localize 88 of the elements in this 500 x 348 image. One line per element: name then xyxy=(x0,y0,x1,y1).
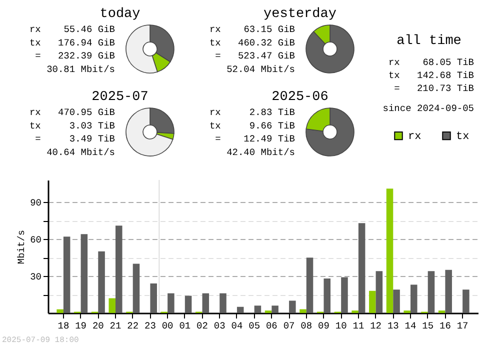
text: tx 176.94 GiB xyxy=(29,37,116,48)
bar xyxy=(168,293,174,313)
x-tick-label: 13 xyxy=(387,320,400,332)
x-tick-label: 14 xyxy=(404,320,416,332)
y-tick-label: 60 xyxy=(30,234,42,246)
y-tick-label: 90 xyxy=(30,198,42,209)
chart-title: today xyxy=(100,7,140,22)
text: tx 9.66 TiB xyxy=(209,120,296,132)
bar xyxy=(116,226,122,313)
bar xyxy=(272,306,278,313)
text: rx 2.83 TiB xyxy=(209,107,296,118)
text: 30.81 Mbit/s xyxy=(46,64,115,75)
text: 40.64 Mbit/s xyxy=(46,146,115,158)
bar xyxy=(358,223,366,313)
x-tick-label: 00 xyxy=(162,320,174,332)
donut-slice xyxy=(306,24,354,74)
bar xyxy=(254,306,262,313)
legend-label: tx xyxy=(456,130,470,143)
bar xyxy=(341,277,348,313)
legend-label: rx xyxy=(408,130,422,143)
text: tx 142.68 TiB xyxy=(388,70,474,81)
text: = 12.49 TiB xyxy=(215,134,296,145)
text: rx 63.15 GiB xyxy=(209,24,296,35)
chart-title: yesterday xyxy=(264,7,336,22)
bar xyxy=(386,188,394,313)
x-tick-label: 10 xyxy=(335,320,348,332)
y-tick-label: 30 xyxy=(30,272,42,283)
text: = 3.49 TiB xyxy=(35,134,116,145)
x-tick-label: 17 xyxy=(456,320,468,332)
text: all time xyxy=(396,34,462,49)
bar xyxy=(80,234,88,313)
bar xyxy=(410,284,418,313)
bar xyxy=(306,258,314,313)
bar xyxy=(184,296,192,313)
bar xyxy=(150,283,157,313)
text: tx 460.32 GiB xyxy=(209,37,296,48)
x-tick-label: 12 xyxy=(370,320,382,332)
text: = 523.47 GiB xyxy=(215,50,296,62)
text: 52.04 Mbit/s xyxy=(226,64,295,75)
chart-title: 2025-07 xyxy=(92,90,148,105)
x-tick-label: 03 xyxy=(214,320,226,332)
bar xyxy=(132,264,140,313)
text: rx 68.05 TiB xyxy=(388,57,474,68)
x-tick-label: 05 xyxy=(248,320,260,332)
bar xyxy=(202,293,210,313)
x-tick-label: 01 xyxy=(179,320,191,332)
x-tick-label: 23 xyxy=(144,320,156,332)
x-tick-label: 22 xyxy=(127,320,139,332)
bar xyxy=(300,309,306,313)
bar xyxy=(324,278,330,313)
x-tick-label: 02 xyxy=(196,320,208,332)
bar xyxy=(393,290,400,313)
x-tick-label: 04 xyxy=(231,320,243,332)
x-tick-label: 08 xyxy=(300,320,312,332)
x-tick-label: 20 xyxy=(92,320,104,332)
bar xyxy=(236,306,244,313)
text: rx 470.95 GiB xyxy=(29,107,116,118)
bar xyxy=(98,251,105,313)
bar xyxy=(108,298,116,313)
x-tick-label: 19 xyxy=(75,320,87,332)
x-tick-label: 06 xyxy=(266,320,278,332)
bar xyxy=(376,271,383,313)
bar xyxy=(56,309,64,313)
donut-slice xyxy=(306,108,354,156)
text: since 2024-09-05 xyxy=(382,103,474,114)
x-tick-label: 18 xyxy=(58,320,70,332)
text: 2025-07-09 18:00 xyxy=(2,336,80,345)
x-tick-label: 09 xyxy=(318,320,330,332)
bar xyxy=(220,293,226,313)
donut-slice xyxy=(126,108,174,156)
y-axis-title: Mbit/s xyxy=(16,230,28,264)
bar xyxy=(462,290,470,313)
text: 42.40 Mbit/s xyxy=(226,146,295,158)
x-tick-label: 07 xyxy=(283,320,295,332)
chart-title: 2025-06 xyxy=(272,90,328,105)
text: tx 3.03 TiB xyxy=(29,120,116,132)
bar xyxy=(428,271,435,313)
bar xyxy=(445,270,452,313)
text: rx 55.46 GiB xyxy=(29,24,116,35)
x-tick-label: 21 xyxy=(110,320,122,332)
text: = 210.73 TiB xyxy=(394,83,474,94)
x-tick-label: 15 xyxy=(422,320,434,332)
x-tick-label: 16 xyxy=(440,320,452,332)
bar xyxy=(63,236,70,313)
bar xyxy=(289,300,296,313)
bar xyxy=(369,290,376,313)
x-tick-label: 11 xyxy=(352,320,364,332)
text: = 232.39 GiB xyxy=(35,50,116,62)
